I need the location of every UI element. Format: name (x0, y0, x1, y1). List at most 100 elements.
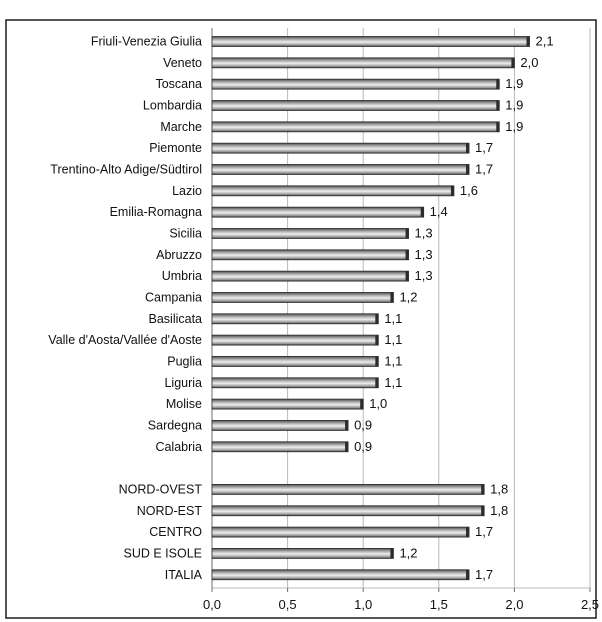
bar (211, 569, 470, 581)
category-label: CENTRO (149, 525, 202, 539)
category-label: Abruzzo (156, 248, 202, 262)
value-label: 1,3 (415, 247, 433, 262)
bar-end-cap (405, 271, 409, 282)
category-label: Sicilia (169, 226, 202, 240)
category-label: Umbria (162, 269, 202, 283)
value-label: 1,7 (475, 161, 493, 176)
bar (211, 78, 500, 90)
bar-end-cap (390, 548, 394, 559)
bar-end-cap (345, 420, 349, 431)
bar-end-cap (466, 143, 470, 154)
value-label: 1,1 (384, 311, 402, 326)
category-label: Toscana (155, 77, 202, 91)
bar (211, 228, 409, 239)
bar (211, 441, 349, 453)
x-axis-ticks: 0,0 0,5 1,0 1,5 2,0 2,5 (203, 588, 599, 612)
value-label: 1,1 (384, 353, 402, 368)
bar (211, 36, 530, 47)
category-label: ITALIA (165, 568, 203, 582)
bar (211, 292, 394, 303)
bar-end-cap (511, 57, 515, 68)
bar-end-cap (375, 356, 379, 367)
x-tick-label: 0,0 (203, 597, 221, 612)
bar-end-cap (375, 377, 379, 388)
bar-end-cap (375, 313, 379, 324)
x-tick-label: 2,5 (581, 597, 599, 612)
bar-end-cap (405, 249, 409, 260)
category-label: Valle d'Aosta/Vallée d'Aoste (48, 333, 202, 347)
value-label: 1,7 (475, 140, 493, 155)
category-label: NORD-OVEST (119, 482, 203, 496)
value-label: 1,4 (430, 204, 448, 219)
value-label: 1,1 (384, 375, 402, 390)
bars (211, 36, 530, 581)
bar-end-cap (496, 100, 500, 111)
category-label: Molise (166, 397, 202, 411)
category-labels: Friuli-Venezia Giulia Veneto Toscana Lombar… (48, 35, 202, 582)
bar-end-cap (466, 164, 470, 175)
value-label: 1,1 (384, 332, 402, 347)
bar (211, 505, 485, 517)
category-label: Liguria (164, 376, 202, 390)
value-label: 1,3 (415, 225, 433, 240)
value-label: 1,0 (369, 396, 387, 411)
bar (211, 206, 425, 218)
bar-end-cap (420, 207, 424, 218)
bar-end-cap (481, 505, 485, 516)
category-label: Lazio (172, 184, 202, 198)
category-label: Calabria (155, 440, 202, 454)
category-label: Campania (145, 290, 202, 304)
bar-end-cap (345, 441, 349, 452)
value-label: 1,3 (415, 268, 433, 283)
bar (211, 270, 409, 282)
bar-end-cap (526, 36, 530, 47)
bar-end-cap (481, 484, 485, 495)
x-tick-label: 1,0 (354, 597, 372, 612)
bar (211, 313, 379, 325)
value-label: 1,9 (505, 76, 523, 91)
bar (211, 484, 485, 495)
category-label: Piemonte (149, 141, 202, 155)
bar (211, 164, 470, 175)
value-label: 1,9 (505, 97, 523, 112)
bar-end-cap (466, 569, 470, 580)
value-label: 1,8 (490, 481, 508, 496)
value-label: 2,0 (520, 55, 538, 70)
category-label: SUD E ISOLE (124, 546, 203, 560)
category-label: Friuli-Venezia Giulia (91, 35, 202, 49)
bar (211, 142, 470, 154)
bar (211, 249, 409, 261)
category-label: Emilia-Romagna (110, 205, 202, 219)
bar (211, 185, 455, 197)
category-label: Marche (160, 120, 202, 134)
value-label: 1,7 (475, 567, 493, 582)
chart-border (5, 19, 597, 619)
category-label: Puglia (167, 354, 202, 368)
bar-end-cap (496, 79, 500, 90)
bar-end-cap (496, 121, 500, 132)
x-tick-label: 0,5 (279, 597, 297, 612)
bar (211, 420, 349, 431)
category-label: Sardegna (148, 418, 202, 432)
bar (211, 548, 394, 559)
bar (211, 334, 379, 346)
bar (211, 100, 500, 111)
category-label: Trentino-Alto Adige/Südtirol (50, 162, 202, 176)
value-labels: 2,1 2,0 1,9 1,9 1,9 1,7 1,7 1,6 1,4 1,3 1,3 1,3 1,2 1… (354, 34, 554, 582)
bar-end-cap (405, 228, 409, 239)
bar (211, 398, 364, 410)
bar-end-cap (390, 292, 394, 303)
value-label: 1,7 (475, 524, 493, 539)
bar (211, 356, 379, 367)
value-label: 0,9 (354, 417, 372, 432)
bar-end-cap (466, 527, 470, 538)
value-label: 1,2 (399, 289, 417, 304)
category-label: Basilicata (149, 312, 203, 326)
category-label: Lombardia (143, 98, 202, 112)
x-tick-label: 1,5 (430, 597, 448, 612)
bar (211, 377, 379, 389)
bar-end-cap (375, 335, 379, 346)
category-label: NORD-EST (137, 504, 203, 518)
value-label: 2,1 (536, 34, 554, 49)
